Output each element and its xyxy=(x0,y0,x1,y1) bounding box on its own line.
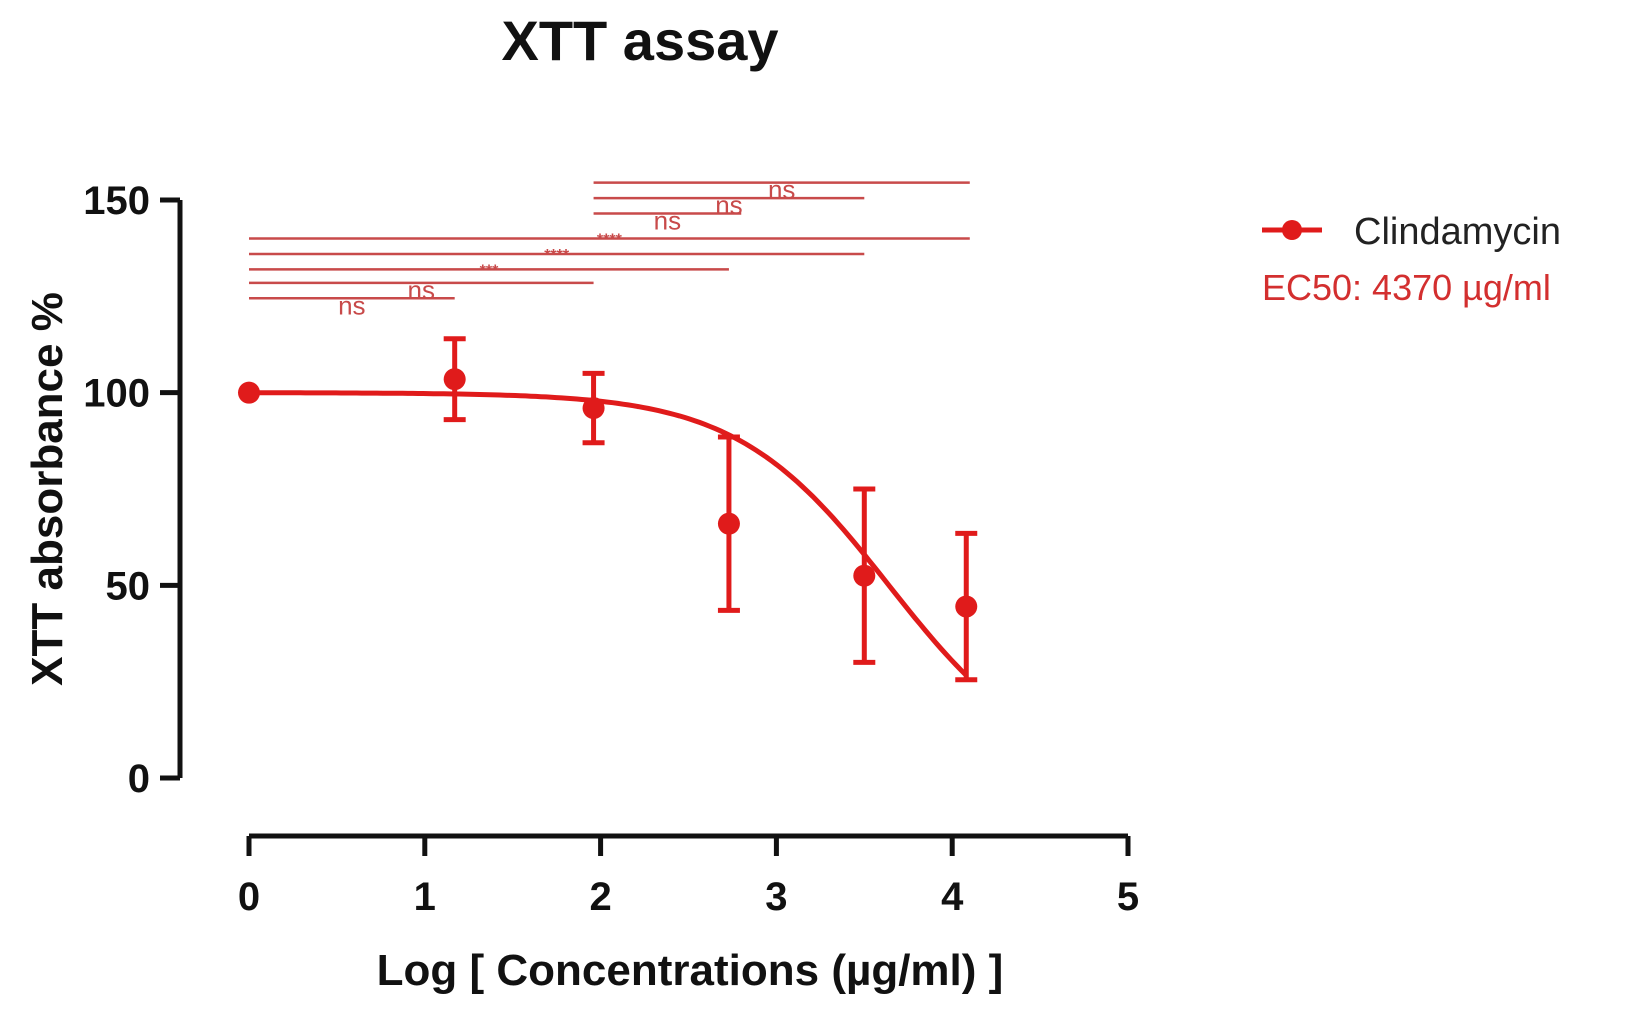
x-axis: 0 1 2 3 4 5 xyxy=(238,833,1139,919)
y-tick-label: 100 xyxy=(83,372,150,416)
x-tick-label: 5 xyxy=(1117,875,1139,919)
data-point xyxy=(955,595,978,618)
ec50-label: EC50: 4370 µg/ml xyxy=(1262,267,1551,308)
y-axis-label: XTT absorbance % xyxy=(23,292,72,686)
y-tick-label: 0 xyxy=(128,757,150,801)
x-tick-label: 4 xyxy=(941,875,964,919)
legend-label-clindamycin: Clindamycin xyxy=(1354,211,1561,253)
legend: Clindamycin EC50: 4370 µg/ml xyxy=(1262,211,1561,308)
x-tick-label: 1 xyxy=(414,875,436,919)
comparison-label: ns xyxy=(715,190,742,220)
comparison-label: ns xyxy=(408,275,435,305)
legend-marker xyxy=(1282,220,1302,240)
comparison-label: ns xyxy=(338,290,365,320)
data-point xyxy=(238,381,260,404)
x-axis-label: Log [ Concentrations (µg/ml) ] xyxy=(377,946,1004,995)
data-point xyxy=(717,512,740,535)
data-point xyxy=(443,368,466,391)
comparison-label: ns xyxy=(768,175,795,205)
x-tick-label: 0 xyxy=(238,875,260,919)
x-tick-label: 2 xyxy=(589,875,611,919)
y-tick-label: 150 xyxy=(83,179,150,223)
chart-title: XTT assay xyxy=(501,9,778,72)
data-point xyxy=(582,397,605,420)
comparison-label: **** xyxy=(544,247,570,264)
y-axis: 0 50 100 150 xyxy=(83,179,183,801)
y-tick-label: 50 xyxy=(106,564,151,608)
data-point xyxy=(853,564,876,587)
data-points xyxy=(238,336,978,683)
comparison-label: ns xyxy=(654,205,681,235)
comparison-label: *** xyxy=(480,262,499,279)
x-tick-label: 3 xyxy=(765,875,787,919)
fit-curve xyxy=(249,390,969,678)
comparison-label: **** xyxy=(597,232,623,249)
